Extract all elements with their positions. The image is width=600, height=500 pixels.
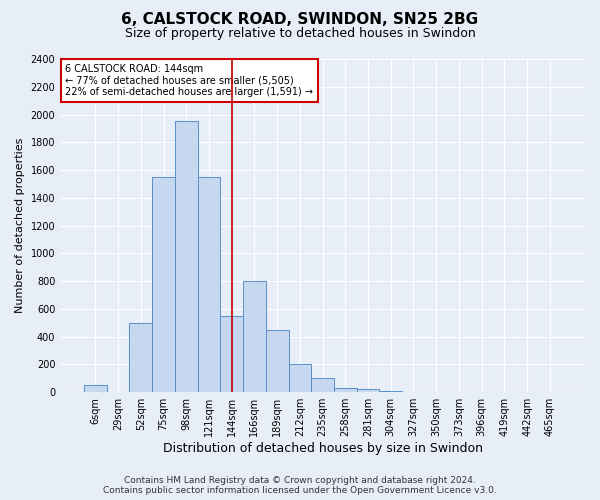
Bar [266, 330, 289, 392]
Text: Contains HM Land Registry data © Crown copyright and database right 2024.
Contai: Contains HM Land Registry data © Crown c… [103, 476, 497, 495]
Bar [356, 388, 379, 392]
Bar [311, 378, 334, 392]
Bar [152, 177, 175, 392]
Bar [175, 122, 197, 392]
Text: 6 CALSTOCK ROAD: 144sqm
← 77% of detached houses are smaller (5,505)
22% of semi: 6 CALSTOCK ROAD: 144sqm ← 77% of detache… [65, 64, 313, 97]
X-axis label: Distribution of detached houses by size in Swindon: Distribution of detached houses by size … [163, 442, 482, 455]
Bar [243, 281, 266, 392]
Text: Size of property relative to detached houses in Swindon: Size of property relative to detached ho… [125, 28, 475, 40]
Bar [197, 177, 220, 392]
Bar [220, 316, 243, 392]
Bar [84, 386, 107, 392]
Text: 6, CALSTOCK ROAD, SWINDON, SN25 2BG: 6, CALSTOCK ROAD, SWINDON, SN25 2BG [121, 12, 479, 28]
Bar [130, 323, 152, 392]
Bar [289, 364, 311, 392]
Bar [334, 388, 356, 392]
Bar [379, 391, 402, 392]
Y-axis label: Number of detached properties: Number of detached properties [15, 138, 25, 314]
